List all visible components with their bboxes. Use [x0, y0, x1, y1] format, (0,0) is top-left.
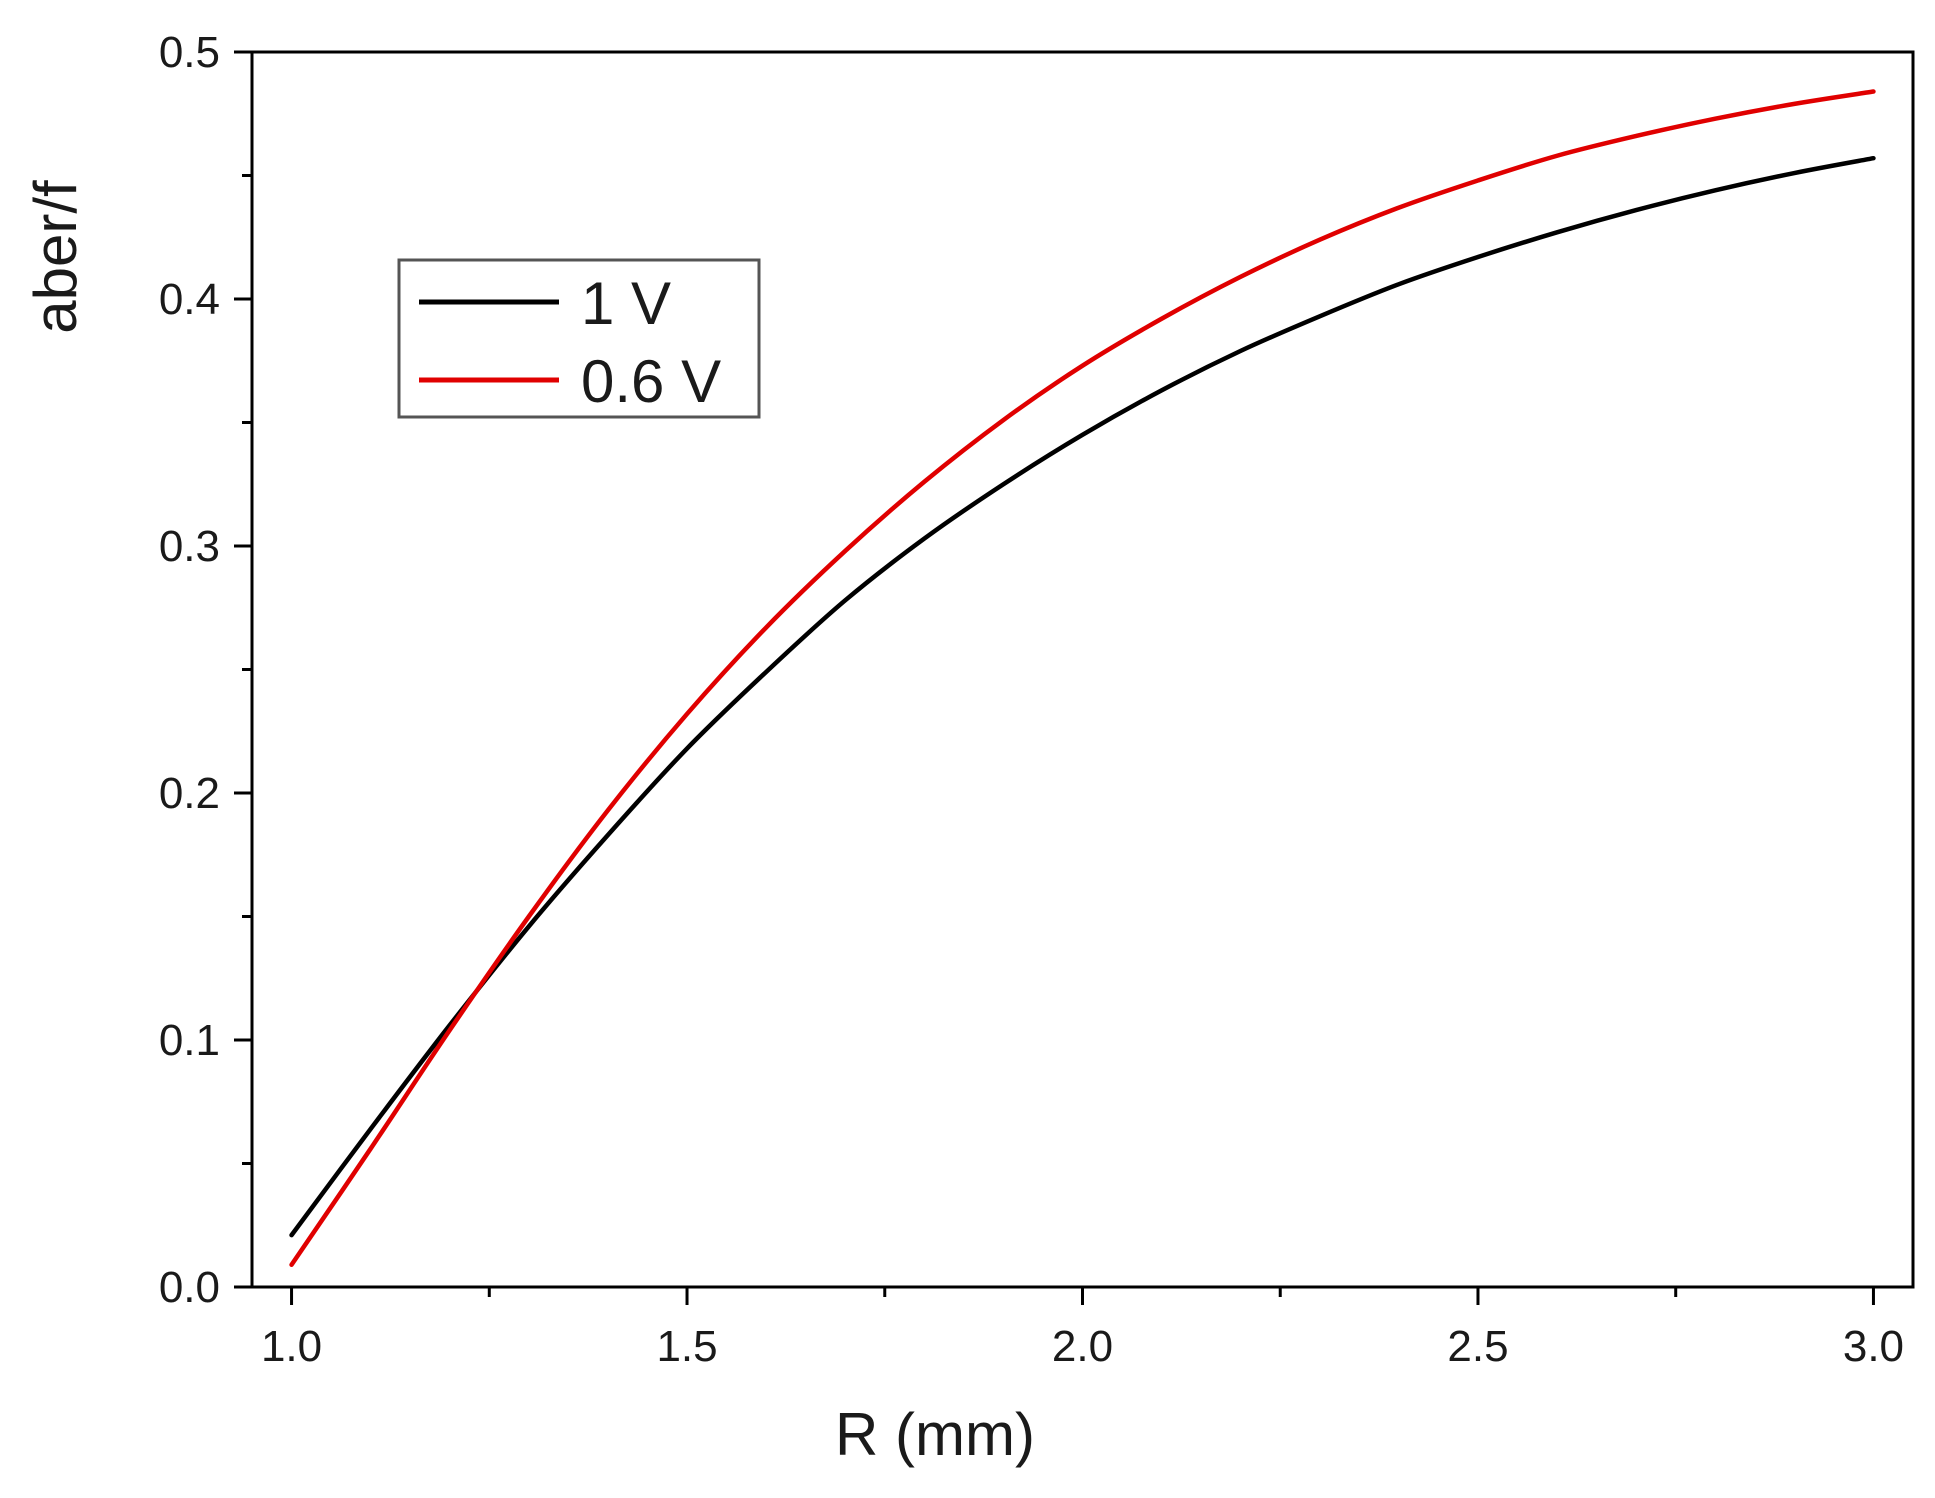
x-axis-title: R (mm): [835, 1401, 1035, 1468]
series-line-2: [289, 89, 1876, 1268]
plot-frame: [250, 50, 1915, 1289]
x-tick-label: 3.0: [1843, 1322, 1904, 1371]
legend: 1 V 0.6 V: [397, 258, 761, 419]
legend-box: [397, 258, 761, 419]
y-tick-label: 0.5: [159, 28, 220, 77]
x-tick-label: 1.0: [261, 1322, 322, 1371]
series-line-1: [289, 155, 1876, 1238]
x-tick-label: 2.0: [1052, 1322, 1113, 1371]
y-tick-label: 0.3: [159, 522, 220, 571]
y-tick-label: 0.1: [159, 1016, 220, 1065]
series-layer: [289, 89, 1876, 1268]
y-tick-label: 0.4: [159, 275, 220, 324]
axes-layer: 1.0 1.5 2.0 2.5 3.0 0.0 0.1 0.2 0.3 0.4 0.5: [159, 28, 1915, 1371]
x-tick-label: 1.5: [656, 1322, 717, 1371]
y-axis-title: aber/f: [22, 180, 89, 334]
legend-label: 1 V: [581, 270, 671, 337]
x-tick-label: 2.5: [1447, 1322, 1508, 1371]
legend-label: 0.6 V: [581, 348, 721, 415]
y-tick-label: 0.2: [159, 769, 220, 818]
y-tick-label: 0.0: [159, 1263, 220, 1312]
